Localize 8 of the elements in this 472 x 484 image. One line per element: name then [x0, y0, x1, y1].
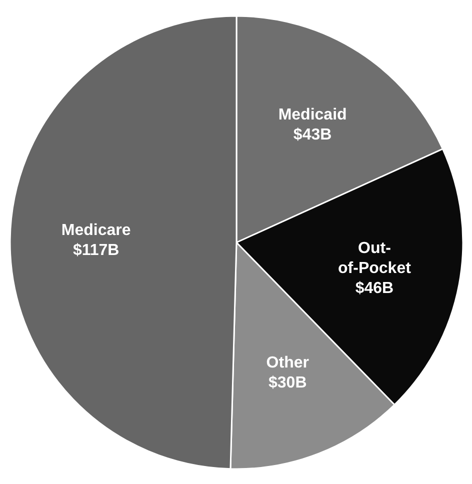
- slice-label: Out-of-Pocket: [338, 240, 412, 277]
- slice-label: Other: [266, 354, 309, 372]
- data-label: $117B: [72, 242, 120, 260]
- slice-label: Medicaid: [278, 106, 347, 124]
- data-label: $30B: [268, 374, 307, 392]
- slice-label: Medicare: [61, 222, 131, 240]
- data-label: $46B: [355, 280, 394, 297]
- data-label: $43B: [293, 126, 332, 144]
